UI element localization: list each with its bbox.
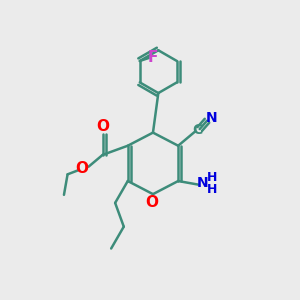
Text: H: H [207,183,217,196]
Text: H: H [207,171,217,184]
Text: N: N [205,111,217,125]
Text: O: O [96,119,109,134]
Text: O: O [76,161,88,176]
Text: N: N [197,176,209,190]
Text: C: C [193,123,203,137]
Text: F: F [147,50,158,65]
Text: O: O [145,195,158,210]
